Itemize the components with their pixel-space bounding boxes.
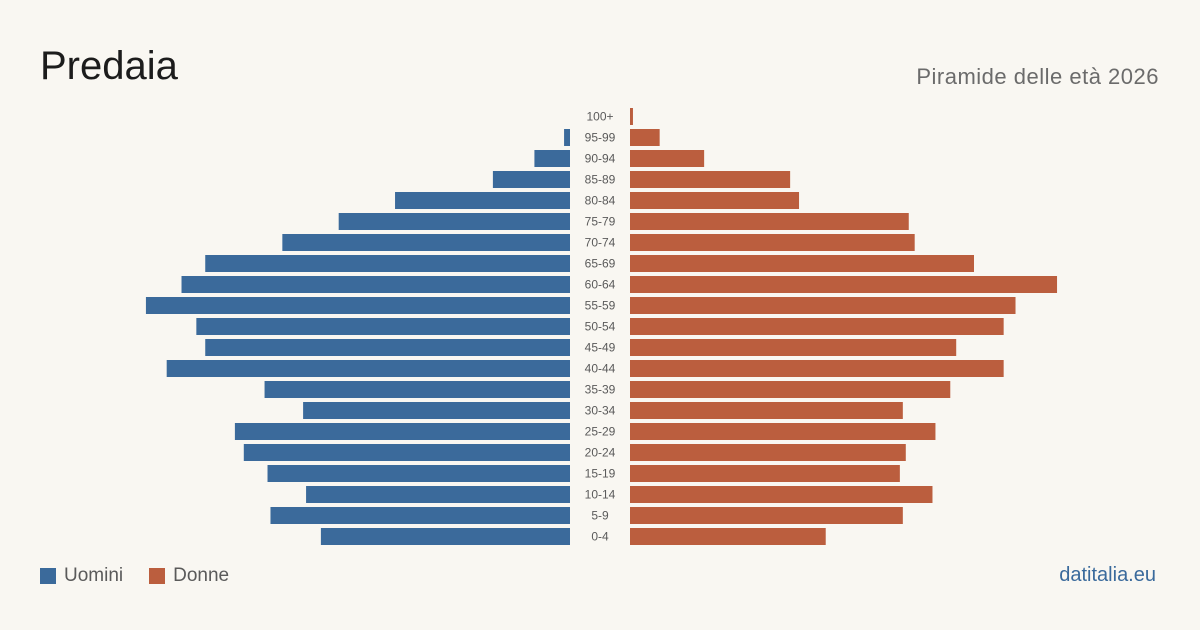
bar-women-80-84 xyxy=(630,192,800,209)
bar-women-40-44 xyxy=(630,360,1004,377)
bar-women-75-79 xyxy=(630,213,909,230)
age-label-65-69: 65-69 xyxy=(585,257,616,271)
age-label-60-64: 60-64 xyxy=(585,278,616,292)
bar-men-75-79 xyxy=(338,213,570,230)
bar-men-20-24 xyxy=(243,444,571,461)
bar-women-45-49 xyxy=(630,339,957,356)
age-label-50-54: 50-54 xyxy=(585,320,616,334)
bar-men-50-54 xyxy=(196,318,570,335)
bar-women-0-4 xyxy=(630,528,826,545)
bar-women-15-19 xyxy=(630,465,900,482)
chart-subtitle: Piramide delle età 2026 xyxy=(916,64,1159,89)
bar-women-65-69 xyxy=(630,255,974,272)
bar-men-90-94 xyxy=(534,150,570,167)
bar-women-25-29 xyxy=(630,423,936,440)
bar-men-80-84 xyxy=(395,192,570,209)
bar-women-5-9 xyxy=(630,507,903,524)
legend: Uomini Donne xyxy=(40,565,255,587)
age-label-30-34: 30-34 xyxy=(585,404,616,418)
age-label-10-14: 10-14 xyxy=(585,488,616,502)
age-label-80-84: 80-84 xyxy=(585,194,616,208)
bar-men-45-49 xyxy=(205,339,570,356)
age-label-40-44: 40-44 xyxy=(585,362,616,376)
bar-men-55-59 xyxy=(145,297,570,314)
bar-men-30-34 xyxy=(303,402,570,419)
source-link[interactable]: datitalia.eu xyxy=(1059,564,1156,586)
age-label-90-94: 90-94 xyxy=(585,152,616,166)
age-label-75-79: 75-79 xyxy=(585,215,616,229)
bar-men-0-4 xyxy=(320,528,570,545)
age-label-25-29: 25-29 xyxy=(585,425,616,439)
age-label-15-19: 15-19 xyxy=(585,467,616,481)
bar-men-35-39 xyxy=(264,381,570,398)
bar-women-10-14 xyxy=(630,486,933,503)
age-label-45-49: 45-49 xyxy=(585,341,616,355)
bar-women-55-59 xyxy=(630,297,1016,314)
bar-men-40-44 xyxy=(166,360,571,377)
bar-women-95-99 xyxy=(630,129,660,146)
bar-women-30-34 xyxy=(630,402,903,419)
bar-men-60-64 xyxy=(181,276,570,293)
legend-label-men: Uomini xyxy=(64,565,124,586)
legend-label-women: Donne xyxy=(173,565,230,586)
legend-item-women: Donne xyxy=(149,565,229,587)
bar-women-60-64 xyxy=(630,276,1058,293)
age-label-85-89: 85-89 xyxy=(585,173,616,187)
bar-women-100plus xyxy=(630,108,633,125)
bar-women-20-24 xyxy=(630,444,906,461)
bar-men-85-89 xyxy=(492,171,570,188)
age-label-100plus: 100+ xyxy=(586,110,613,124)
bar-men-15-19 xyxy=(267,465,570,482)
bar-men-70-74 xyxy=(282,234,570,251)
bar-men-10-14 xyxy=(306,486,570,503)
age-label-70-74: 70-74 xyxy=(585,236,616,250)
legend-swatch-women xyxy=(149,568,166,584)
legend-swatch-men xyxy=(40,568,56,584)
age-label-5-9: 5-9 xyxy=(591,509,609,523)
age-label-95-99: 95-99 xyxy=(585,131,616,145)
bar-women-85-89 xyxy=(630,171,791,188)
bar-women-50-54 xyxy=(630,318,1004,335)
bar-women-70-74 xyxy=(630,234,915,251)
chart-title: Predaia xyxy=(40,44,178,88)
age-label-0-4: 0-4 xyxy=(591,530,609,544)
bar-men-5-9 xyxy=(270,507,570,524)
bar-women-35-39 xyxy=(630,381,951,398)
age-label-20-24: 20-24 xyxy=(585,446,616,460)
bar-women-90-94 xyxy=(630,150,705,167)
age-label-35-39: 35-39 xyxy=(585,383,616,397)
age-label-55-59: 55-59 xyxy=(585,299,616,313)
bar-men-25-29 xyxy=(234,423,570,440)
bar-men-95-99 xyxy=(564,129,570,146)
bar-men-65-69 xyxy=(205,255,570,272)
legend-item-men: Uomini xyxy=(40,565,123,587)
